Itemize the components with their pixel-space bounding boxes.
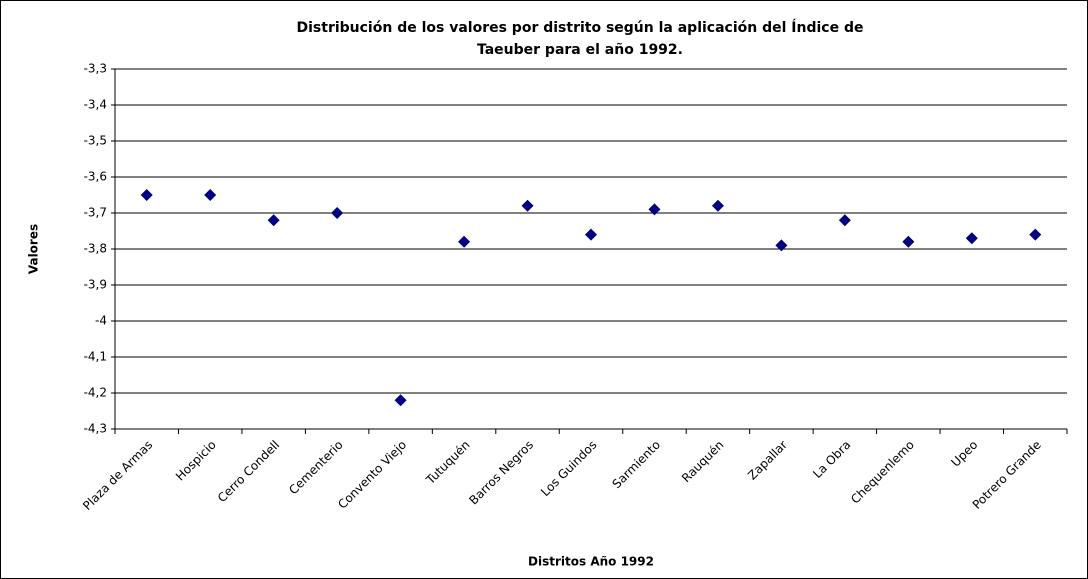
- marker: [902, 235, 915, 248]
- marker: [140, 189, 153, 201]
- marker: [775, 239, 788, 252]
- y-tick-label: -3,4: [84, 98, 107, 112]
- marker: [648, 203, 661, 216]
- chart-title: Taeuber para el año 1992.: [477, 42, 683, 58]
- y-tick-label: -3,8: [84, 242, 107, 256]
- chart-title: Distribución de los valores por distrito…: [297, 19, 864, 36]
- y-tick-label: -4,2: [84, 386, 107, 400]
- marker: [204, 189, 217, 201]
- marker: [394, 394, 407, 407]
- marker: [838, 214, 851, 227]
- marker: [458, 235, 471, 248]
- marker: [711, 199, 724, 212]
- y-tick-label: -3,7: [84, 206, 107, 220]
- marker: [585, 228, 597, 241]
- x-axis-label: Distritos Año 1992: [528, 555, 654, 569]
- y-tick-label: -4,3: [84, 422, 107, 436]
- marker: [521, 199, 534, 212]
- y-tick-label: -4: [95, 314, 107, 328]
- y-tick-label: -4,1: [84, 350, 107, 364]
- y-tick-label: -3,6: [84, 170, 107, 184]
- y-tick-label: -3,9: [84, 278, 107, 292]
- marker: [267, 214, 280, 227]
- marker: [331, 207, 344, 219]
- y-axis-label: Valores: [27, 224, 41, 274]
- marker: [965, 232, 978, 245]
- marker: [1029, 228, 1042, 241]
- y-tick-label: -3,5: [84, 134, 107, 148]
- y-tick-label: -3,3: [84, 62, 107, 76]
